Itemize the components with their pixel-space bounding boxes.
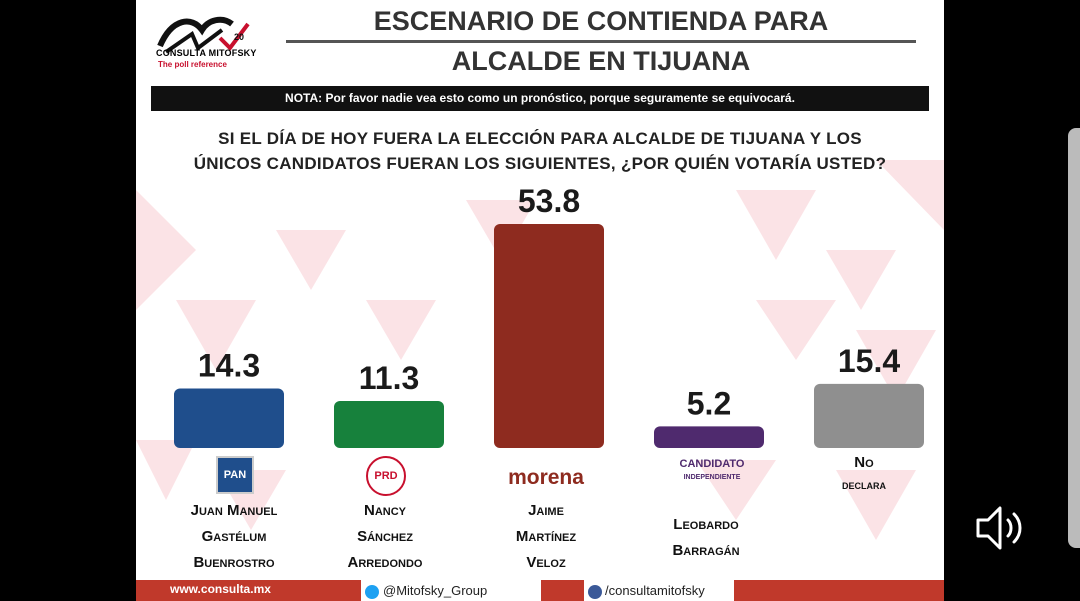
bar-1: [174, 388, 284, 448]
candidate-4-line-1: Leobardo: [673, 516, 739, 533]
bar-value-label-1: 14.3: [198, 347, 260, 383]
candidate-3-name: Jaime Martínez Veloz: [481, 498, 611, 576]
background-triangles: [136, 160, 944, 540]
independiente-logo-icon: CANDIDATO INDEPENDIENTE: [662, 458, 762, 484]
bar-chart: 14.3 11.3 53.8 5.2 15.4: [174, 183, 924, 448]
footer-twitter-handle: @Mitofsky_Group: [383, 583, 488, 598]
prd-logo-text: PRD: [374, 470, 398, 482]
side-scroll-handle[interactable]: [1068, 128, 1080, 548]
slide: CONSULTA MITOFSKY The poll reference 20 …: [136, 0, 944, 601]
volume-icon[interactable]: [972, 500, 1028, 556]
no-declara-line-2: declara: [842, 477, 886, 492]
pan-logo-text: PAN: [223, 469, 247, 481]
morena-logo-text: morena: [508, 466, 584, 489]
mitofsky-logo: [157, 16, 250, 54]
prd-logo-icon: PRD: [366, 456, 406, 496]
logo-brand-name: CONSULTA MITOFSKY: [156, 48, 257, 58]
question-line-1: SI EL DÍA DE HOY FUERA LA ELECCIÓN PARA …: [218, 129, 862, 148]
pan-logo-icon: PAN: [216, 456, 254, 494]
bar-value-label-4: 5.2: [687, 385, 731, 421]
candidate-1-name: Juan Manuel Gastélum Buenrostro: [169, 498, 299, 576]
note-bar: NOTA: Por favor nadie vea esto como un p…: [151, 86, 929, 111]
candidate-3-line-1: Jaime: [528, 502, 564, 519]
bar-2: [334, 400, 444, 448]
footer-twitter[interactable]: @Mitofsky_Group: [361, 580, 541, 601]
footer-facebook-handle: /consultamitofsky: [605, 583, 705, 598]
title-line-1: ESCENARIO DE CONTIENDA PARA: [373, 6, 829, 36]
candidate-2-line-2: Sánchez: [357, 528, 413, 545]
no-declara-label: No declara: [799, 452, 929, 496]
footer-site[interactable]: www.consulta.mx: [170, 582, 271, 596]
question-line-2: ÚNICOS CANDIDATOS FUERAN LOS SIGUIENTES,…: [193, 154, 887, 173]
candidate-4-name: Leobardo Barragán: [641, 512, 771, 564]
candidate-1-line-1: Juan Manuel: [190, 502, 278, 519]
no-declara-line-1: No: [854, 454, 874, 471]
candidate-3-line-3: Veloz: [526, 554, 566, 571]
logo-anniversary: 20: [234, 32, 245, 42]
morena-logo-icon: morena: [496, 466, 596, 490]
candidate-3-line-2: Martínez: [515, 528, 577, 545]
bar-value-label-3: 53.8: [518, 183, 580, 219]
bar-4: [654, 426, 764, 448]
bar-3: [494, 224, 604, 448]
title-rule: [286, 40, 916, 43]
title-line-2: ALCALDE EN TIJUANA: [451, 46, 751, 76]
candidate-2-name: Nancy Sánchez Arredondo: [320, 498, 450, 576]
facebook-icon: [588, 584, 602, 599]
footer-facebook[interactable]: /consultamitofsky: [584, 580, 734, 601]
bar-value-label-2: 11.3: [359, 360, 420, 396]
bar-5: [814, 383, 924, 448]
question: SI EL DÍA DE HOY FUERA LA ELECCIÓN PARA …: [146, 126, 934, 176]
logo-tagline: The poll reference: [158, 60, 227, 69]
candidate-2-line-3: Arredondo: [347, 554, 423, 571]
bar-value-label-5: 15.4: [838, 343, 900, 379]
candidate-1-line-2: Gastélum: [201, 528, 267, 545]
candidate-4-line-2: Barragán: [672, 542, 740, 559]
independiente-logo-line-2: INDEPENDIENTE: [683, 474, 741, 481]
twitter-icon: [365, 584, 379, 599]
candidate-2-line-1: Nancy: [363, 502, 406, 519]
independiente-logo-line-1: CANDIDATO: [679, 458, 745, 470]
candidate-1-line-3: Buenrostro: [193, 554, 275, 571]
